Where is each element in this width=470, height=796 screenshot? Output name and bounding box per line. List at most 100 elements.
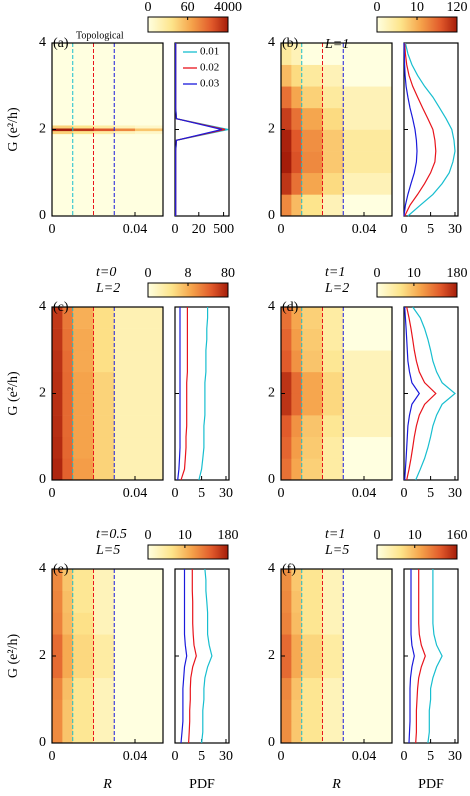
pdf-line — [180, 569, 188, 744]
heat-cell — [322, 590, 344, 613]
heat-cell — [291, 86, 303, 109]
heat-cell — [281, 350, 292, 373]
colorbar-tick-label: 0 — [145, 0, 152, 15]
heat-cell — [72, 128, 94, 132]
heat-cell — [322, 350, 344, 373]
panel-label: (a) — [53, 36, 69, 51]
panel-parameter: t=0.5 — [96, 527, 127, 542]
heat-cell — [52, 43, 74, 126]
x-tick-label: 0 — [278, 486, 285, 501]
heat-cell — [281, 569, 292, 592]
heat-cell — [281, 307, 292, 329]
heat-cell — [62, 436, 74, 459]
heat-cell — [291, 569, 303, 592]
heat-cell — [93, 371, 115, 394]
x-axis-title: R — [102, 777, 112, 792]
heat-cell — [52, 415, 63, 438]
colorbar — [376, 282, 458, 298]
pdf-line — [177, 307, 181, 481]
heat-cell — [114, 130, 136, 135]
heat-cell — [93, 634, 115, 657]
legend-label: 0.02 — [200, 62, 219, 74]
heat-cell — [301, 590, 323, 613]
pdf-line — [403, 42, 418, 217]
heat-cell — [134, 125, 164, 129]
heat-cell — [114, 677, 164, 700]
pdf-line — [175, 43, 222, 216]
heat-cell — [281, 656, 292, 679]
heat-cell — [114, 634, 164, 657]
pdf-line — [180, 307, 188, 481]
heat-cell — [322, 172, 344, 195]
heat-cell — [72, 328, 94, 351]
panel-parameter: L=2 — [324, 281, 349, 296]
colorbar-tick-label: 0 — [145, 528, 152, 543]
heat-cell — [343, 569, 393, 592]
heat-cell — [114, 43, 136, 126]
heat-cell — [114, 125, 136, 129]
x-tick-label: 0 — [49, 749, 56, 764]
heat-cell — [72, 656, 94, 679]
heat-cell — [343, 721, 393, 744]
pdf-tick-label: 20 — [192, 222, 206, 237]
heat-cell — [343, 307, 393, 329]
heat-cell — [343, 107, 393, 130]
heat-cell — [343, 194, 393, 217]
heat-cell — [281, 194, 292, 217]
y-tick-label: 2 — [39, 648, 46, 663]
panel-label: (d) — [282, 300, 299, 315]
pdf-line — [427, 569, 443, 744]
heat-cell — [114, 350, 164, 373]
y-tick-label: 2 — [268, 648, 275, 663]
panel-label: (b) — [282, 36, 299, 51]
heat-cell — [343, 86, 393, 109]
pdf-tick-label: 0 — [172, 749, 179, 764]
pdf-tick-label: 30 — [448, 222, 462, 237]
heat-cell — [52, 436, 63, 459]
heat-cell — [62, 677, 74, 700]
heat-cell — [114, 590, 164, 613]
heat-cell — [301, 436, 323, 459]
heat-cell — [52, 393, 63, 416]
heat-cell — [281, 107, 292, 130]
heat-cell — [291, 393, 303, 416]
y-tick-label: 4 — [39, 561, 46, 576]
panel-parameter: t=1 — [325, 527, 345, 542]
colorbar-tick-label: 10 — [408, 528, 422, 543]
heat-cell — [343, 415, 393, 438]
heat-cell — [322, 194, 344, 217]
heat-cell — [322, 328, 344, 351]
y-axis-title: G (e²/h) — [6, 107, 21, 152]
heat-cell — [93, 130, 115, 135]
heat-cell — [72, 125, 94, 129]
y-tick-label: 0 — [39, 472, 46, 487]
heat-cell — [72, 699, 94, 722]
heat-cell — [281, 699, 292, 722]
pdf-tick-label: 0 — [172, 222, 179, 237]
heat-cell — [291, 129, 303, 152]
heat-cell — [281, 64, 292, 87]
y-tick-label: 0 — [268, 735, 275, 750]
y-tick-label: 0 — [39, 735, 46, 750]
heat-cell — [72, 350, 94, 373]
y-tick-label: 4 — [268, 35, 275, 50]
heat-cell — [93, 612, 115, 635]
panel-parameter: t=0 — [96, 265, 116, 280]
heat-cell — [72, 721, 94, 744]
colorbar-tick-label: 10 — [178, 528, 192, 543]
heat-cell — [134, 133, 164, 217]
heat-cell — [281, 458, 292, 481]
colorbar-tick-label: 160 — [447, 528, 468, 543]
heat-cell — [291, 656, 303, 679]
x-tick-label: 0 — [278, 222, 285, 237]
heat-cell — [72, 569, 94, 592]
heat-cell — [62, 415, 74, 438]
heat-cell — [291, 107, 303, 130]
pdf-tick-label: 5 — [198, 749, 205, 764]
y-tick-label: 4 — [39, 299, 46, 314]
heat-cell — [343, 350, 393, 373]
heat-cell — [72, 393, 94, 416]
heat-cell — [301, 677, 323, 700]
x-tick-label: 0.04 — [352, 749, 377, 764]
